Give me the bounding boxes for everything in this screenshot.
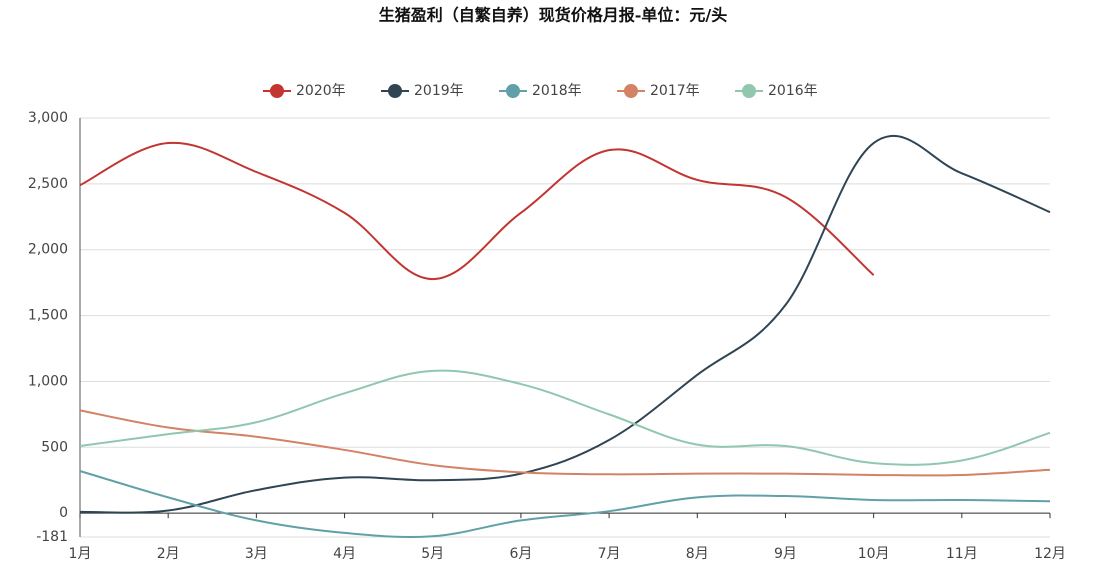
legend-label: 2018年 — [532, 83, 582, 99]
series-line — [79, 141, 875, 281]
legend-label: 2020年 — [296, 83, 346, 99]
x-tick-label: 4月 — [333, 546, 356, 562]
x-tick-label: 10月 — [858, 546, 890, 562]
y-tick-label: -181 — [36, 529, 68, 545]
legend-marker — [270, 84, 284, 98]
x-tick-label: 2月 — [157, 546, 180, 562]
x-tick-label: 5月 — [421, 546, 444, 562]
y-tick-label: 1,000 — [28, 373, 68, 389]
series-line — [79, 135, 1051, 514]
y-tick-label: 1,500 — [28, 308, 68, 324]
series-line — [79, 470, 1051, 539]
y-tick-label: 2,000 — [28, 242, 68, 258]
legend-label: 2017年 — [650, 83, 700, 99]
legend-label: 2016年 — [768, 83, 818, 99]
x-tick-label: 3月 — [245, 546, 268, 562]
x-tick-label: 11月 — [946, 546, 978, 562]
x-tick-label: 1月 — [69, 546, 92, 562]
legend-marker — [506, 84, 520, 98]
y-tick-label: 2,500 — [28, 176, 68, 192]
series-line — [79, 369, 1051, 466]
x-tick-label: 12月 — [1034, 546, 1066, 562]
x-tick-label: 7月 — [598, 546, 621, 562]
x-tick-label: 9月 — [774, 546, 797, 562]
legend-marker — [388, 84, 402, 98]
x-tick-label: 8月 — [686, 546, 709, 562]
y-tick-label: 0 — [59, 505, 68, 521]
legend-marker — [624, 84, 638, 98]
y-tick-label: 3,000 — [28, 110, 68, 126]
chart-title: 生猪盈利（自繁自养）现货价格月报-单位：元/头 — [379, 6, 728, 25]
x-tick-label: 6月 — [509, 546, 532, 562]
legend-label: 2019年 — [414, 83, 464, 99]
legend-marker — [742, 84, 756, 98]
y-tick-label: 500 — [41, 439, 68, 455]
series-line — [79, 409, 1051, 477]
